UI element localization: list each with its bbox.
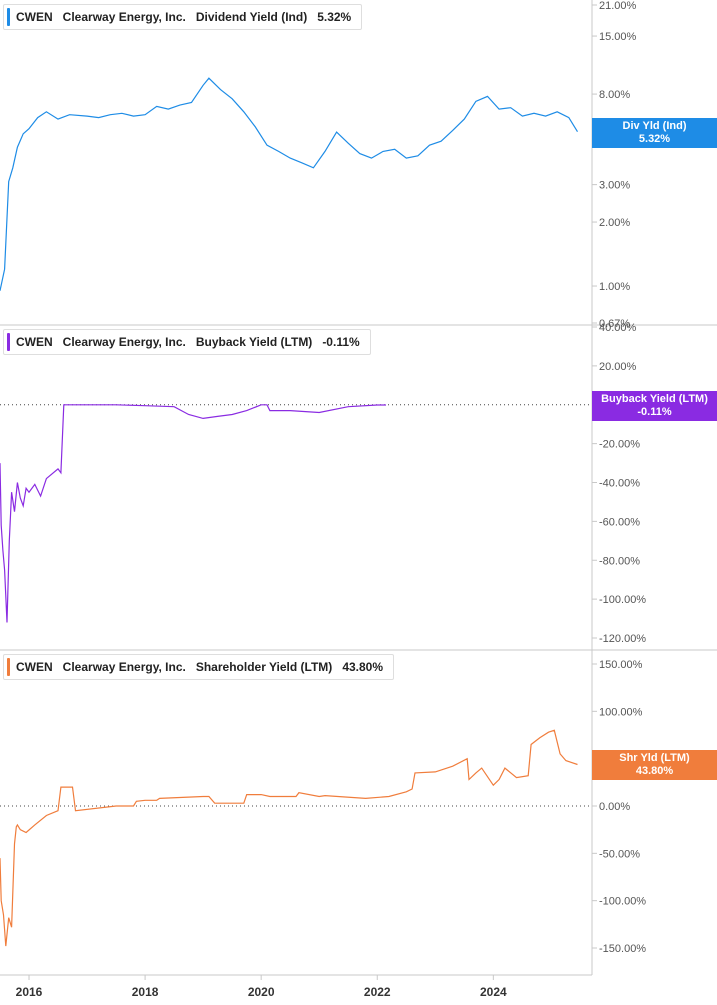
- y-tick-label: 150.00%: [599, 659, 643, 671]
- x-tick-label: 2022: [364, 985, 391, 999]
- y-tick-label: 0.67%: [599, 318, 630, 330]
- y-tick-label: -80.00%: [599, 555, 640, 567]
- y-tick-label: 1.00%: [599, 281, 630, 293]
- tag-value: 5.32%: [638, 133, 671, 145]
- y-tick-label: 40.00%: [599, 322, 637, 334]
- y-tick-label: 100.00%: [599, 706, 643, 718]
- tag-label: Buyback Yield (LTM): [601, 393, 708, 405]
- panel-1-legend: CWEN Clearway Energy, Inc. Dividend Yiel…: [3, 4, 363, 30]
- legend-value: 5.32%: [317, 10, 352, 24]
- legend-ticker: CWEN: [16, 660, 53, 674]
- legend-value: 43.80%: [342, 660, 384, 674]
- tag-value: 43.80%: [635, 765, 674, 777]
- series-color-swatch: [7, 8, 10, 26]
- panel-3-y-axis: 150.00% 100.00% 0.00% -50.00% -100.00% -150.0…: [592, 659, 646, 955]
- x-axis: 2016 2018 2020 2022 2024: [16, 975, 507, 999]
- series-color-swatch: [7, 658, 10, 676]
- y-tick-label: -40.00%: [599, 478, 640, 490]
- y-tick-label: 0.00%: [599, 801, 630, 813]
- legend-ticker: CWEN: [16, 10, 53, 24]
- y-tick-label: -150.00%: [599, 943, 646, 955]
- dividend-yield-line: [0, 77, 579, 291]
- y-tick-label: -50.00%: [599, 848, 640, 860]
- legend-metric: Shareholder Yield (LTM): [195, 660, 333, 674]
- panel-2-value-tag: Buyback Yield (LTM) -0.11%: [592, 391, 717, 421]
- y-tick-label: 8.00%: [599, 89, 630, 101]
- tag-label: Shr Yld (LTM): [619, 752, 690, 764]
- legend-company: Clearway Energy, Inc.: [62, 10, 186, 24]
- legend-value: -0.11%: [322, 335, 360, 349]
- panel-3-value-tag: Shr Yld (LTM) 43.80%: [592, 750, 717, 780]
- panel-3-legend: CWEN Clearway Energy, Inc. Shareholder Y…: [3, 654, 395, 680]
- y-tick-label: 3.00%: [599, 180, 630, 192]
- y-tick-label: -60.00%: [599, 516, 640, 528]
- y-tick-label: 21.00%: [599, 0, 637, 12]
- y-tick-label: 20.00%: [599, 361, 637, 373]
- y-tick-label: 15.00%: [599, 31, 637, 43]
- x-tick-label: 2020: [248, 985, 275, 999]
- legend-ticker: CWEN: [16, 335, 53, 349]
- y-tick-label: -20.00%: [599, 439, 640, 451]
- panel-1-y-axis: 21.00% 15.00% 8.00% 3.00% 2.00% 1.00% 0.67%: [592, 0, 637, 330]
- y-tick-label: -120.00%: [599, 633, 646, 645]
- y-tick-label: 2.00%: [599, 217, 630, 229]
- panel-1-value-tag: Div Yld (Ind) 5.32%: [592, 118, 717, 148]
- legend-metric: Dividend Yield (Ind): [195, 10, 308, 24]
- buyback-yield-line: [0, 404, 386, 623]
- x-tick-label: 2018: [132, 985, 159, 999]
- legend-metric: Buyback Yield (LTM): [195, 335, 313, 349]
- y-tick-label: -100.00%: [599, 896, 646, 908]
- x-tick-label: 2024: [480, 985, 507, 999]
- panel-2-y-axis: 40.00% 20.00% -20.00% -40.00% -60.00% -80.00%…: [592, 322, 646, 645]
- tag-value: -0.11%: [637, 406, 672, 418]
- tag-label: Div Yld (Ind): [622, 120, 687, 132]
- legend-company: Clearway Energy, Inc.: [62, 660, 186, 674]
- x-tick-label: 2016: [16, 985, 43, 999]
- shareholder-yield-line: [0, 729, 578, 947]
- panel-2-legend: CWEN Clearway Energy, Inc. Buyback Yield…: [3, 329, 371, 355]
- legend-company: Clearway Energy, Inc.: [62, 335, 186, 349]
- y-tick-label: -100.00%: [599, 594, 646, 606]
- series-color-swatch: [7, 333, 10, 351]
